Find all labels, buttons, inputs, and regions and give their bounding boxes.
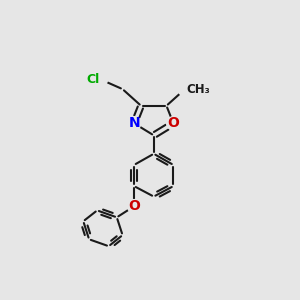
Circle shape <box>167 117 180 130</box>
Text: O: O <box>128 199 140 213</box>
Circle shape <box>128 117 141 130</box>
Text: O: O <box>167 116 179 130</box>
Circle shape <box>128 200 141 213</box>
Text: N: N <box>128 116 140 130</box>
Text: CH₃: CH₃ <box>187 82 211 96</box>
Text: Cl: Cl <box>86 73 100 86</box>
Circle shape <box>94 73 108 86</box>
Circle shape <box>178 82 192 96</box>
